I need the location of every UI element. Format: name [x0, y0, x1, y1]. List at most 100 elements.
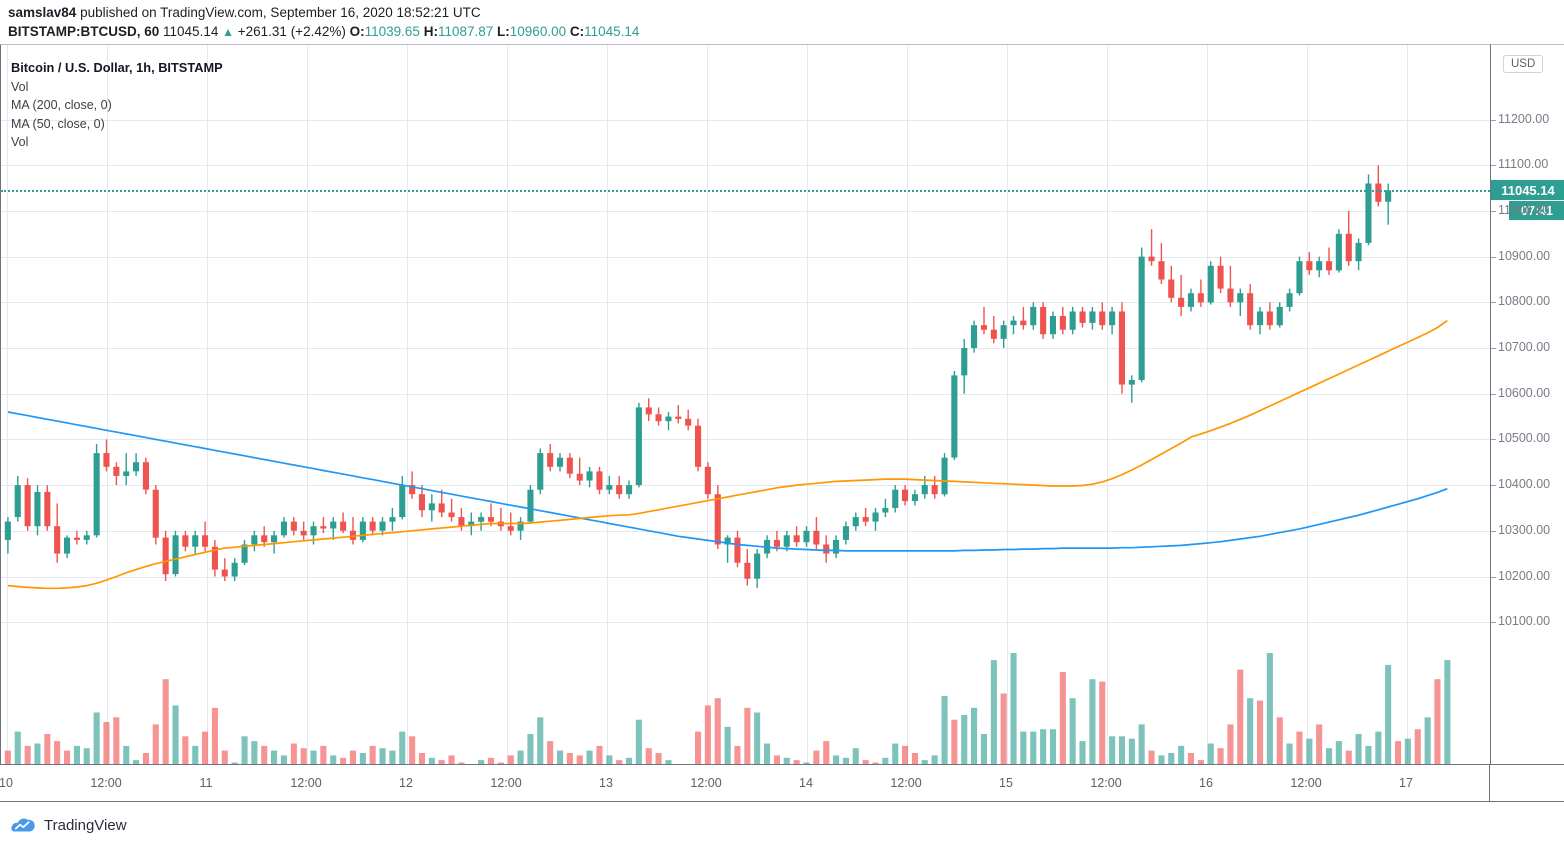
- price-tick-label: 10300.00: [1498, 522, 1551, 537]
- time-tick-label: 12: [399, 776, 413, 790]
- current-price-line: [1, 190, 1490, 193]
- price-tick-label: 10400.00: [1498, 477, 1551, 492]
- volume-series: [4, 653, 1451, 764]
- time-tick-label: 12:00: [290, 776, 322, 790]
- symbol-ticker: BITSTAMP:BTCUSD, 60: [8, 24, 160, 39]
- plot-area[interactable]: [1, 45, 1490, 764]
- price-tick-mark: [1491, 439, 1496, 441]
- price-tick-mark: [1491, 210, 1496, 212]
- gridline-horizontal: [1, 256, 1490, 258]
- tradingview-wordmark: TradingView: [44, 816, 127, 834]
- gridline-horizontal: [1, 622, 1490, 624]
- close-value: 11045.14: [584, 24, 640, 39]
- gridline-vertical: [1107, 45, 1108, 764]
- price-tick-label: 10500.00: [1498, 431, 1551, 446]
- gridline-horizontal: [1, 485, 1490, 487]
- time-tick-label: 14: [799, 776, 813, 790]
- gridline-horizontal: [1, 119, 1490, 121]
- price-tick-label: 10900.00: [1498, 248, 1551, 263]
- legend-ma50: MA (50, close, 0): [11, 116, 105, 131]
- time-tick-label: 13: [599, 776, 613, 790]
- price-tick-label: 10200.00: [1498, 568, 1551, 583]
- gridline-vertical: [1007, 45, 1008, 764]
- price-tick-mark: [1491, 348, 1496, 349]
- price-tick-label: 10800.00: [1498, 294, 1551, 309]
- currency-badge: USD: [1503, 55, 1544, 73]
- price-tick-mark: [1491, 165, 1496, 167]
- gridline-horizontal: [1, 393, 1490, 395]
- price-tick-mark: [1491, 622, 1496, 624]
- price-tick-mark: [1491, 530, 1496, 532]
- gridline-horizontal: [1, 348, 1490, 349]
- open-value: 11039.65: [364, 24, 420, 39]
- time-tick-label: 17: [1399, 776, 1413, 790]
- time-tick-label: 12:00: [690, 776, 722, 790]
- gridline-horizontal: [1, 530, 1490, 532]
- time-tick-label: 10: [0, 776, 13, 790]
- legend-title: Bitcoin / U.S. Dollar, 1h, BITSTAMP: [11, 60, 223, 75]
- price-tick-label: 10100.00: [1498, 614, 1551, 629]
- price-change: +261.31 (+2.42%): [237, 24, 346, 39]
- time-tick-label: 12:00: [1090, 776, 1122, 790]
- time-tick-label: 12:00: [890, 776, 922, 790]
- legend-vol-2: Vol: [11, 135, 29, 149]
- price-tick-label: 10700.00: [1498, 340, 1551, 354]
- price-tick-mark: [1491, 576, 1496, 578]
- price-tick-label: 10600.00: [1498, 385, 1551, 400]
- publisher-line: samslav84 published on TradingView.com, …: [8, 5, 481, 20]
- gridline-horizontal: [1, 302, 1490, 304]
- gridline-vertical: [107, 45, 108, 764]
- moving-average-lines: [7, 319, 1448, 590]
- time-tick-label: 15: [999, 776, 1013, 790]
- gridline-vertical: [907, 45, 908, 764]
- gridline-vertical: [607, 45, 608, 764]
- current-time-tag: 07:41: [1509, 200, 1564, 221]
- tradingview-logo-icon: [10, 815, 36, 835]
- high-value: 11087.87: [437, 24, 494, 39]
- tradingview-watermark: TradingView: [10, 815, 127, 835]
- price-tick-mark: [1491, 393, 1496, 395]
- gridline-horizontal: [1, 439, 1490, 441]
- publisher-meta: published on TradingView.com, September …: [76, 5, 481, 20]
- time-tick-label: 12:00: [90, 776, 122, 790]
- chart-canvas[interactable]: Bitcoin / U.S. Dollar, 1h, BITSTAMP Vol …: [0, 44, 1490, 764]
- publisher-username: samslav84: [8, 5, 77, 20]
- time-tick-label: 11: [199, 776, 213, 790]
- gridline-vertical: [7, 45, 8, 764]
- price-tick-mark: [1491, 302, 1496, 304]
- gridline-vertical: [707, 45, 708, 764]
- price-tick-mark: [1491, 256, 1496, 258]
- gridline-vertical: [1407, 45, 1408, 764]
- low-value: 10960.00: [509, 24, 567, 39]
- gridline-vertical: [1207, 45, 1208, 764]
- symbol-quote-line: BITSTAMP:BTCUSD, 60 11045.14 ▲ +261.31 (…: [8, 24, 639, 39]
- high-label: H:: [423, 24, 438, 39]
- time-axis-separator: [1489, 765, 1490, 801]
- legend-vol-1: Vol: [11, 79, 29, 94]
- gridline-horizontal: [1, 210, 1490, 212]
- gridline-vertical: [507, 45, 508, 764]
- legend-ma200: MA (200, close, 0): [11, 98, 112, 112]
- last-price: 11045.14: [163, 24, 219, 39]
- candlestick-series: [4, 165, 1392, 588]
- price-tick-label: 11100.00: [1498, 157, 1549, 172]
- low-label: L:: [497, 24, 510, 39]
- chart-legend: Bitcoin / U.S. Dollar, 1h, BITSTAMP Vol …: [11, 59, 223, 152]
- current-price-tag: 11045.14: [1491, 180, 1564, 201]
- price-up-arrow-icon: ▲: [222, 25, 234, 39]
- time-axis[interactable]: 10 12:00 11 12:00 12 12:00 13 12:00 14 12:00 15 12:…: [0, 764, 1564, 802]
- time-tick-label: 12:00: [1290, 776, 1322, 790]
- price-axis[interactable]: USD 11045.14 07:41 11200.00 11100.00 11000…: [1490, 44, 1564, 764]
- gridline-vertical: [1307, 45, 1308, 764]
- price-tick-label: 11200.00: [1498, 111, 1550, 126]
- open-label: O:: [349, 24, 365, 39]
- close-label: C:: [569, 24, 585, 39]
- gridline-horizontal: [1, 165, 1490, 167]
- time-tick-label: 16: [1199, 776, 1213, 790]
- gridline-vertical: [307, 45, 308, 764]
- price-tick-label: 11000.00: [1498, 202, 1550, 217]
- gridline-vertical: [207, 45, 208, 764]
- time-tick-label: 12:00: [490, 776, 522, 790]
- gridline-vertical: [407, 45, 408, 764]
